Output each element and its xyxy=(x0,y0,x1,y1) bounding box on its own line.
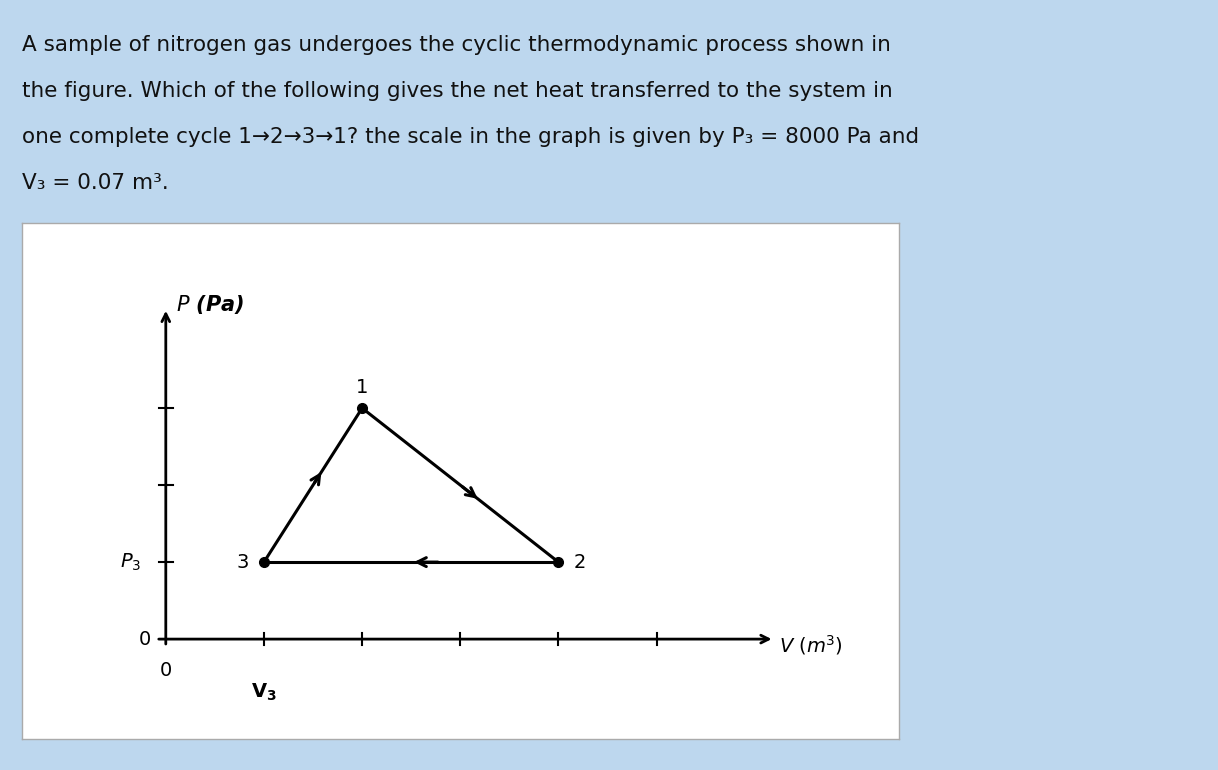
Text: 2: 2 xyxy=(574,553,586,571)
Text: $P$ (Pa): $P$ (Pa) xyxy=(175,293,244,316)
Text: $P_3$: $P_3$ xyxy=(119,551,141,573)
Text: the figure. Which of the following gives the net heat transferred to the system : the figure. Which of the following gives… xyxy=(22,81,893,101)
Text: A sample of nitrogen gas undergoes the cyclic thermodynamic process shown in: A sample of nitrogen gas undergoes the c… xyxy=(22,35,890,55)
Text: V₃ = 0.07 m³.: V₃ = 0.07 m³. xyxy=(22,173,168,193)
Text: $\mathbf{V_3}$: $\mathbf{V_3}$ xyxy=(251,681,276,703)
Text: 1: 1 xyxy=(356,377,368,397)
Text: 0: 0 xyxy=(139,630,151,648)
Text: $V\ (\mathregular{m}^3)$: $V\ (\mathregular{m}^3)$ xyxy=(780,633,843,658)
Text: 3: 3 xyxy=(236,553,250,571)
Text: one complete cycle 1→2→3→1? the scale in the graph is given by P₃ = 8000 Pa and: one complete cycle 1→2→3→1? the scale in… xyxy=(22,127,920,147)
Text: 0: 0 xyxy=(160,661,172,680)
